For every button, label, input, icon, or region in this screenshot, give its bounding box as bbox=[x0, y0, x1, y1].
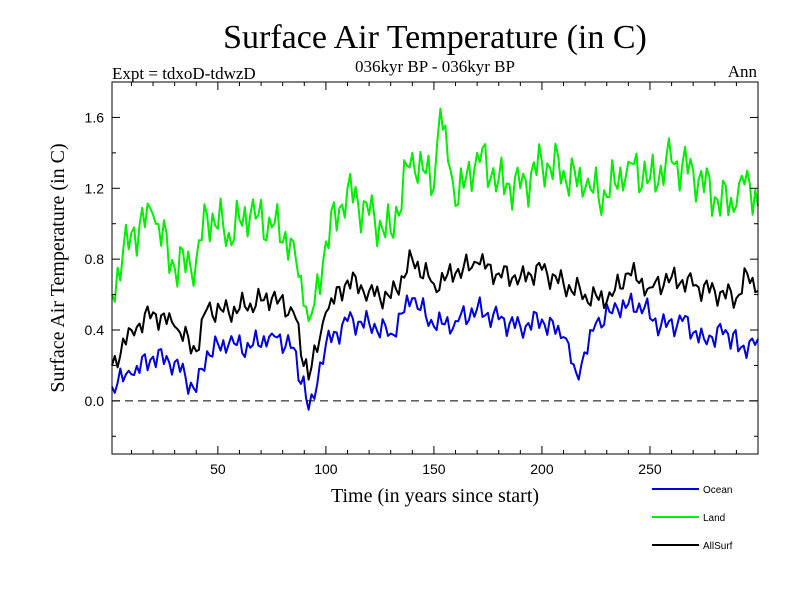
chart-subtitle-right: Ann bbox=[728, 62, 758, 81]
y-tick-label: 0.8 bbox=[85, 251, 105, 267]
y-tick-label: 0.4 bbox=[85, 322, 105, 338]
x-axis-label: Time (in years since start) bbox=[331, 485, 539, 507]
series-line-land bbox=[111, 107, 759, 323]
series-line-allsurf bbox=[111, 249, 759, 381]
legend-label-land: Land bbox=[703, 513, 725, 524]
y-tick-label: 1.2 bbox=[85, 180, 105, 196]
axes-layer: 0.0 0.4 0.8 1.2 1.6 50 100 150 200 250 bbox=[85, 82, 758, 477]
chart-title: Surface Air Temperature (in C) bbox=[223, 19, 647, 56]
chart-subtitle-center: 036kyr BP - 036kyr BP bbox=[355, 57, 515, 76]
x-tick-label: 200 bbox=[530, 461, 554, 477]
chart-subtitle-left: Expt = tdxoD-tdwzD bbox=[112, 64, 256, 83]
series-layer bbox=[111, 107, 759, 411]
x-tick-label: 50 bbox=[210, 461, 226, 477]
y-tick-label: 1.6 bbox=[85, 109, 105, 125]
series-line-ocean bbox=[111, 292, 759, 411]
x-tick-label: 150 bbox=[422, 461, 446, 477]
legend-label-ocean: Ocean bbox=[703, 485, 732, 496]
legend-label-allsurf: AllSurf bbox=[703, 541, 733, 552]
legend: Ocean Land AllSurf bbox=[652, 485, 733, 552]
y-axis-label: Surface Air Temperature (in C) bbox=[47, 143, 69, 392]
plot-frame bbox=[111, 81, 759, 455]
x-tick-label: 100 bbox=[314, 461, 338, 477]
x-tick-label: 250 bbox=[638, 461, 662, 477]
y-tick-label: 0.0 bbox=[85, 393, 105, 409]
